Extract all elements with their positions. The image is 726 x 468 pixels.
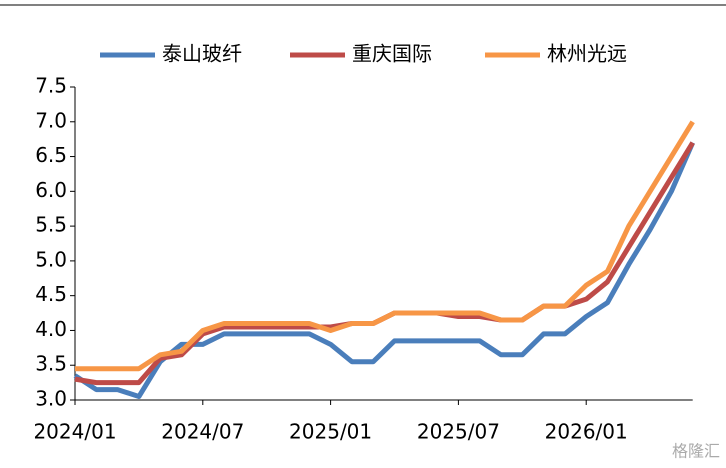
- legend-label: 重庆国际: [352, 42, 432, 66]
- series-line: [75, 120, 695, 372]
- x-tick-label: 2025/01: [289, 420, 372, 444]
- y-tick-label: 4.0: [35, 317, 67, 341]
- legend-label: 林州光远: [547, 42, 627, 66]
- watermark: 格隆汇: [672, 442, 720, 461]
- legend-label: 泰山玻纤: [162, 42, 242, 66]
- x-tick-label: 2024/01: [33, 420, 116, 444]
- y-tick-label: 7.0: [35, 108, 67, 132]
- series-line: [73, 141, 695, 400]
- y-tick-label: 3.0: [35, 387, 67, 411]
- series-line: [74, 141, 695, 386]
- y-tick-label: 5.5: [35, 213, 67, 237]
- y-tick-label: 6.5: [35, 143, 67, 167]
- y-tick-label: 5.0: [35, 247, 67, 271]
- y-tick-label: 3.5: [35, 352, 67, 376]
- x-tick-label: 2026/01: [545, 420, 628, 444]
- x-tick-label: 2024/07: [161, 420, 244, 444]
- y-tick-label: 4.5: [35, 282, 67, 306]
- y-tick-label: 6.0: [35, 178, 67, 202]
- y-tick-label: 7.5: [35, 74, 67, 98]
- x-tick-label: 2025/07: [417, 420, 500, 444]
